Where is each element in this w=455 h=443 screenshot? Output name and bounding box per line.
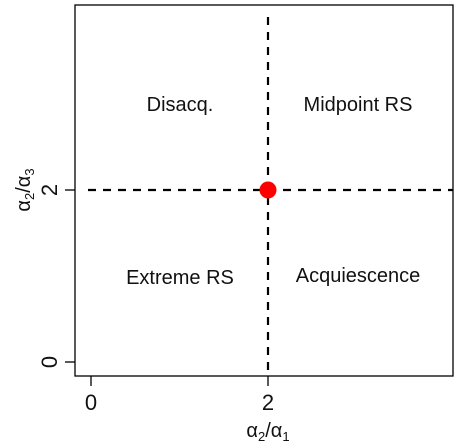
- region-label-bottom-right: Acquiescence: [296, 265, 421, 287]
- region-label-top-right: Midpoint RS: [304, 94, 413, 116]
- x-tick-label-2: 2: [262, 390, 274, 415]
- x-axis-label: α2/α1: [246, 420, 289, 443]
- y-tick-label-2: 2: [37, 184, 62, 196]
- x-tick-label-0: 0: [85, 390, 97, 415]
- y-axis-label: α2/α3: [13, 168, 37, 211]
- region-label-top-left: Disacq.: [147, 94, 214, 116]
- reference-point: [259, 181, 277, 199]
- y-tick-label-0: 0: [37, 356, 62, 368]
- region-label-bottom-left: Extreme RS: [126, 267, 234, 289]
